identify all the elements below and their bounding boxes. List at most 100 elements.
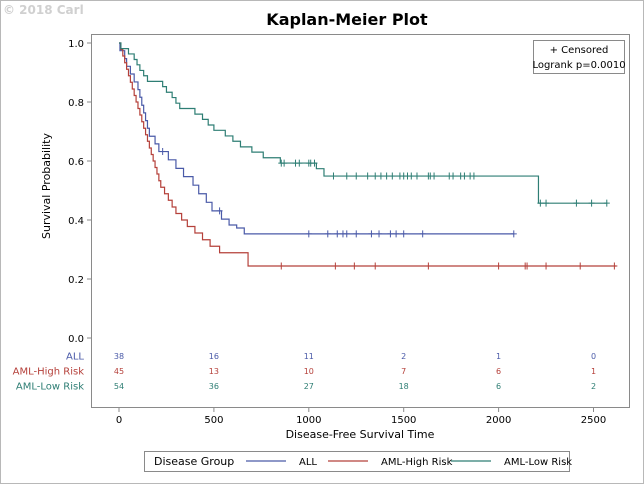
risk-count: 38 bbox=[114, 352, 124, 361]
risk-count: 11 bbox=[304, 352, 314, 361]
x-tick-label: 2500 bbox=[581, 415, 606, 426]
y-tick-label: 0.2 bbox=[68, 275, 84, 286]
censor-mark bbox=[425, 262, 432, 270]
risk-count: 10 bbox=[304, 367, 314, 376]
watermark-text: © 2018 Carl bbox=[3, 3, 84, 17]
risk-count: 54 bbox=[114, 382, 124, 391]
censor-mark bbox=[408, 172, 415, 180]
censor-mark bbox=[364, 172, 371, 180]
y-tick-label: 0.6 bbox=[68, 157, 84, 168]
censor-mark bbox=[343, 172, 350, 180]
censor-mark bbox=[450, 172, 457, 180]
censor-mark bbox=[495, 262, 502, 270]
risk-count: 18 bbox=[399, 382, 409, 391]
censor-mark bbox=[311, 159, 318, 167]
censored-label: + Censored bbox=[550, 45, 609, 56]
censor-mark bbox=[296, 159, 303, 167]
censor-mark bbox=[419, 230, 426, 238]
censor-mark bbox=[524, 262, 531, 270]
censor-mark bbox=[159, 148, 166, 156]
legend-label: ALL bbox=[299, 457, 317, 468]
censor-mark bbox=[537, 199, 544, 207]
x-tick-label: 500 bbox=[204, 415, 223, 426]
censor-mark bbox=[510, 230, 517, 238]
censor-mark bbox=[577, 262, 584, 270]
x-axis: 0 500 1000 1500 2000 2500 bbox=[116, 407, 606, 426]
risk-count: 0 bbox=[591, 352, 596, 361]
risk-count: 16 bbox=[209, 352, 219, 361]
risk-count: 27 bbox=[304, 382, 314, 391]
chart-title: Kaplan-Meier Plot bbox=[266, 10, 428, 29]
censor-mark bbox=[216, 207, 223, 215]
risk-row-label: ALL bbox=[66, 352, 84, 363]
y-axis-label: Survival Probability bbox=[40, 133, 53, 239]
y-tick-label: 0.0 bbox=[68, 334, 84, 345]
risk-row-label: AML-High Risk bbox=[13, 367, 85, 378]
censor-mark bbox=[387, 230, 394, 238]
x-tick-label: 2000 bbox=[486, 415, 511, 426]
risk-row-label: AML-Low Risk bbox=[16, 382, 84, 393]
censor-mark bbox=[332, 262, 339, 270]
censor-mark bbox=[400, 230, 407, 238]
censor-mark bbox=[368, 230, 375, 238]
censor-mark bbox=[377, 172, 384, 180]
censor-mark bbox=[393, 230, 400, 238]
risk-count: 2 bbox=[401, 352, 406, 361]
censor-mark bbox=[543, 199, 550, 207]
censor-mark bbox=[353, 172, 360, 180]
censor-mark bbox=[278, 262, 285, 270]
survival-curves bbox=[119, 42, 618, 270]
censor-mark bbox=[376, 230, 383, 238]
censor-mark bbox=[611, 262, 618, 270]
risk-count: 45 bbox=[114, 367, 124, 376]
censor-mark bbox=[372, 172, 379, 180]
logrank-label: Logrank p=0.0010 bbox=[532, 60, 625, 71]
censor-mark bbox=[343, 230, 350, 238]
y-tick-label: 1.0 bbox=[68, 39, 84, 50]
risk-count: 1 bbox=[496, 352, 501, 361]
inset-box bbox=[533, 40, 625, 74]
legend: ALL AML-High Risk AML-Low Risk bbox=[246, 457, 572, 468]
censor-mark bbox=[383, 172, 390, 180]
survival-curve-line bbox=[119, 42, 617, 267]
censor-mark bbox=[372, 262, 379, 270]
risk-count: 36 bbox=[209, 382, 219, 391]
censor-mark bbox=[305, 230, 312, 238]
x-tick-label: 0 bbox=[116, 415, 122, 426]
censor-mark bbox=[324, 230, 331, 238]
censor-mark bbox=[543, 262, 550, 270]
y-axis: 0.0 0.2 0.4 0.6 0.8 1.0 bbox=[68, 39, 92, 345]
risk-count: 6 bbox=[496, 367, 501, 376]
risk-count: 2 bbox=[591, 382, 596, 391]
censor-mark bbox=[470, 172, 477, 180]
x-axis-label: Disease-Free Survival Time bbox=[286, 428, 435, 441]
censor-mark bbox=[330, 172, 337, 180]
censor-mark bbox=[353, 230, 360, 238]
censor-mark bbox=[461, 172, 468, 180]
censor-mark bbox=[573, 199, 580, 207]
x-tick-label: 1500 bbox=[391, 415, 416, 426]
legend-label: AML-Low Risk bbox=[504, 457, 572, 468]
censor-mark bbox=[389, 172, 396, 180]
risk-count: 6 bbox=[496, 382, 501, 391]
censor-mark bbox=[588, 199, 595, 207]
legend-label: AML-High Risk bbox=[381, 457, 453, 468]
y-tick-label: 0.4 bbox=[68, 216, 84, 227]
censor-mark bbox=[413, 172, 420, 180]
plot-frame bbox=[91, 34, 630, 408]
censor-mark bbox=[603, 199, 610, 207]
survival-curve-line bbox=[119, 42, 607, 204]
x-tick-label: 1000 bbox=[296, 415, 321, 426]
censor-mark bbox=[281, 159, 288, 167]
censor-mark bbox=[351, 262, 358, 270]
survival-curve-line bbox=[119, 42, 514, 235]
risk-count: 13 bbox=[209, 367, 219, 376]
censor-mark bbox=[334, 230, 341, 238]
censor-mark bbox=[431, 172, 438, 180]
risk-count: 1 bbox=[591, 367, 596, 376]
y-tick-label: 0.8 bbox=[68, 98, 84, 109]
risk-count: 7 bbox=[401, 367, 406, 376]
